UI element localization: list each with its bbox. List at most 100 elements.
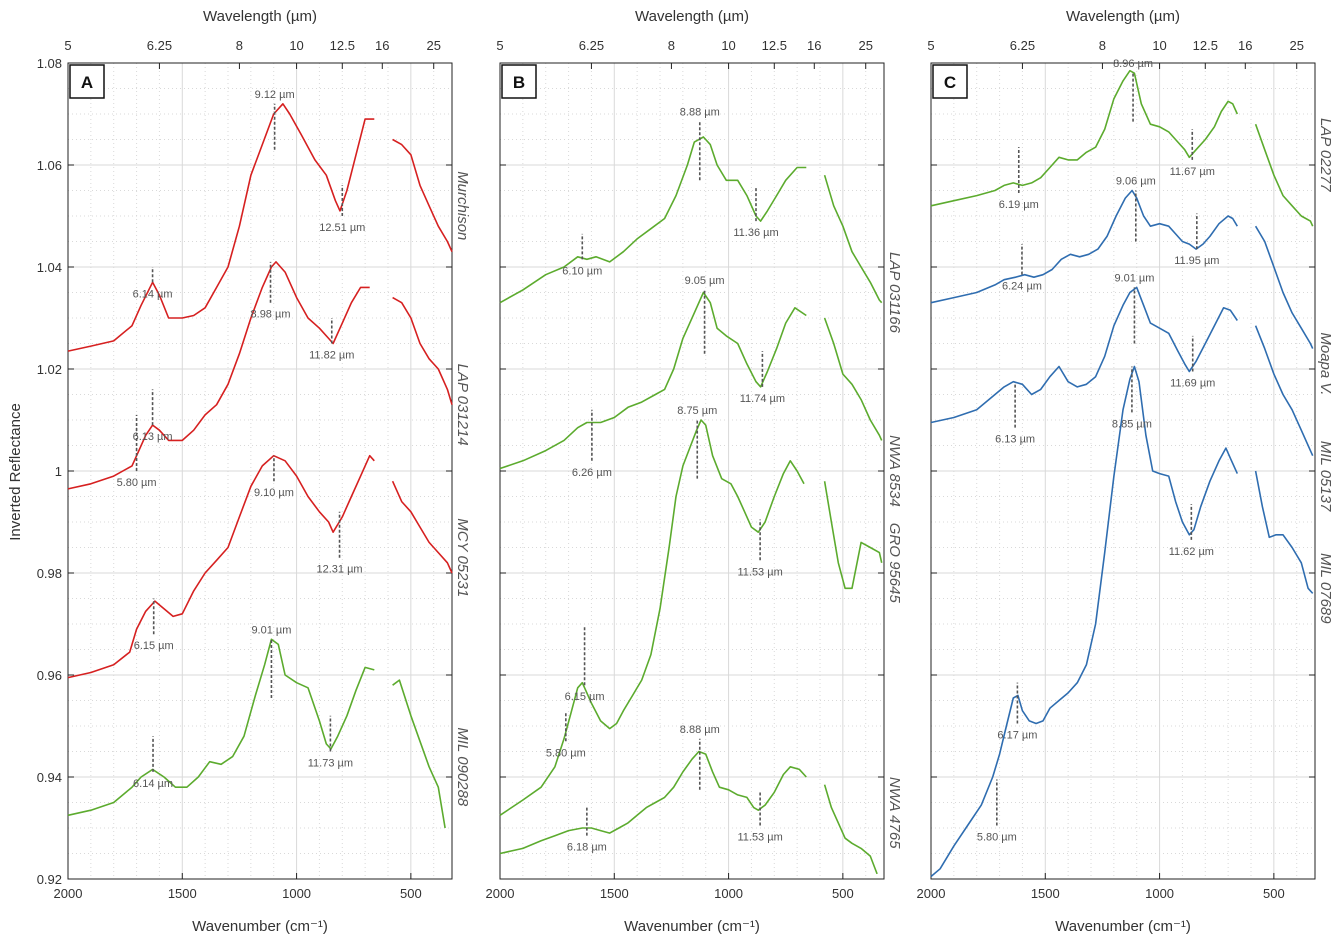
peak-annotation: 9.10 µm <box>254 487 294 499</box>
peak-annotation: 6.26 µm <box>572 467 612 479</box>
bottom-axis-title: Wavenumber (cm⁻¹) <box>192 918 328 935</box>
peak-annotation: 8.88 µm <box>680 724 720 736</box>
y-tick-label: 1.02 <box>37 362 62 377</box>
bottom-tick-label: 2000 <box>486 886 515 901</box>
spectrum-line <box>67 638 446 829</box>
top-axis-title: Wavelength (µm) <box>1066 8 1180 25</box>
peak-annotation: 9.01 µm <box>1114 272 1154 284</box>
peak-annotation: 9.01 µm <box>251 624 291 636</box>
peak-annotation: 5.80 µm <box>977 831 1017 843</box>
bottom-tick-label: 500 <box>832 886 854 901</box>
peak-annotation: 5.80 µm <box>546 747 586 759</box>
y-axis-title: Inverted Reflectance <box>7 403 24 541</box>
y-tick-label: 0.92 <box>37 872 62 887</box>
y-tick-label: 0.98 <box>37 566 62 581</box>
spectrum-line <box>67 454 453 679</box>
bottom-tick-label: 1500 <box>600 886 629 901</box>
peak-annotation: 12.31 µm <box>316 564 362 576</box>
peak-annotation: 9.05 µm <box>685 275 725 287</box>
bottom-tick-label: 500 <box>400 886 422 901</box>
spectrum-line <box>67 103 453 352</box>
sample-name-label: Moapa V. <box>1317 332 1334 395</box>
top-tick-label: 6.25 <box>147 38 172 53</box>
bottom-tick-label: 2000 <box>917 886 946 901</box>
spectrum-line <box>930 189 1314 349</box>
top-axis-title: Wavelength (µm) <box>203 8 317 25</box>
top-tick-label: 16 <box>375 38 389 53</box>
peak-annotation: 8.88 µm <box>680 107 720 119</box>
sample-name-label: MIL 05137 <box>1317 441 1334 512</box>
panel-label-box <box>501 64 537 99</box>
y-tick-label: 1.08 <box>37 56 62 71</box>
panel-B: 2000 1500 1000 500 5 6.25 8 10 12.5 16 25 Wavelengt… <box>486 8 903 935</box>
peak-annotation: 11.67 µm <box>1170 166 1215 178</box>
peak-annotation: 9.12 µm <box>255 89 295 101</box>
peak-annotation: 6.13 µm <box>995 434 1035 446</box>
top-tick-label: 12.5 <box>762 38 787 53</box>
peak-annotation: 11.53 µm <box>737 566 782 578</box>
sample-name-label: NWA 8534 <box>886 435 903 507</box>
top-tick-label: 10 <box>721 38 735 53</box>
peak-annotation: 8.85 µm <box>1112 418 1152 430</box>
bottom-tick-label: 1500 <box>1031 886 1060 901</box>
peak-annotation: 9.06 µm <box>1116 176 1156 188</box>
peak-annotation: 6.15 µm <box>565 691 605 703</box>
peak-annotation: 11.73 µm <box>308 758 353 770</box>
top-tick-label: 25 <box>426 38 440 53</box>
peak-annotation: 11.69 µm <box>1170 378 1215 390</box>
panel-label: C <box>944 73 956 92</box>
top-tick-label: 8 <box>668 38 675 53</box>
sample-name-label: Murchison <box>454 171 471 240</box>
top-tick-label: 16 <box>807 38 821 53</box>
peak-annotation: 8.98 µm <box>251 309 291 321</box>
spectrum-line <box>930 69 1314 227</box>
peak-annotation: 6.18 µm <box>567 842 607 854</box>
top-tick-label: 5 <box>496 38 503 53</box>
spectrum-line <box>67 261 453 490</box>
spectrum-line <box>499 419 883 816</box>
sample-name-label: LAP 031166 <box>886 252 903 334</box>
peak-annotation: 11.74 µm <box>740 393 785 405</box>
peak-annotation: 6.15 µm <box>134 640 174 652</box>
sample-name-label: LAP 031214 <box>454 364 471 446</box>
peak-annotation: 8.96 µm <box>1113 58 1153 70</box>
peak-annotation: 11.53 µm <box>737 831 782 843</box>
peak-annotation: 11.62 µm <box>1169 546 1214 558</box>
spectrum-line <box>930 365 1314 878</box>
sample-name-label: MIL 090288 <box>454 727 471 807</box>
sample-name-label: MCY 05231 <box>454 518 471 597</box>
peak-annotation: 6.14 µm <box>133 288 173 300</box>
peak-annotation: 6.10 µm <box>562 265 602 277</box>
y-tick-label: 1.04 <box>37 260 62 275</box>
bottom-tick-label: 1000 <box>282 886 311 901</box>
top-tick-label: 8 <box>236 38 243 53</box>
sample-name-label: NWA 4765 <box>886 777 903 849</box>
spectrum-line <box>930 286 1314 457</box>
spectrum-line <box>499 291 883 470</box>
top-tick-label: 5 <box>927 38 934 53</box>
y-tick-label: 0.94 <box>37 770 62 785</box>
y-tick-label: 1 <box>55 464 62 479</box>
sample-name-label: LAP 02277 <box>1317 118 1334 192</box>
spectrum-line <box>499 750 878 875</box>
panel-label: B <box>513 73 525 92</box>
panel-A: 2000 1500 1000 500 5 6.25 8 10 12.5 16 25 1.08 1.06 1… <box>37 8 471 935</box>
y-tick-label: 0.96 <box>37 668 62 683</box>
top-tick-label: 6.25 <box>1010 38 1035 53</box>
panel-label: A <box>81 73 93 92</box>
bottom-tick-label: 1000 <box>714 886 743 901</box>
peak-annotation: 6.13 µm <box>133 431 173 443</box>
peak-annotation: 12.51 µm <box>319 222 365 234</box>
bottom-tick-label: 1500 <box>168 886 197 901</box>
top-tick-label: 25 <box>1289 38 1303 53</box>
sample-name-label: GRO 95645 <box>886 523 903 604</box>
top-tick-label: 5 <box>64 38 71 53</box>
top-tick-label: 10 <box>289 38 303 53</box>
peak-annotation: 6.14 µm <box>133 778 173 790</box>
peak-annotation: 6.24 µm <box>1002 281 1042 293</box>
peak-annotation: 6.19 µm <box>999 199 1039 211</box>
top-tick-label: 16 <box>1238 38 1252 53</box>
panel-label-box <box>932 64 968 99</box>
panel-C: 2000 1500 1000 500 5 6.25 8 10 12.5 16 25 Wavelengt… <box>917 8 1334 935</box>
